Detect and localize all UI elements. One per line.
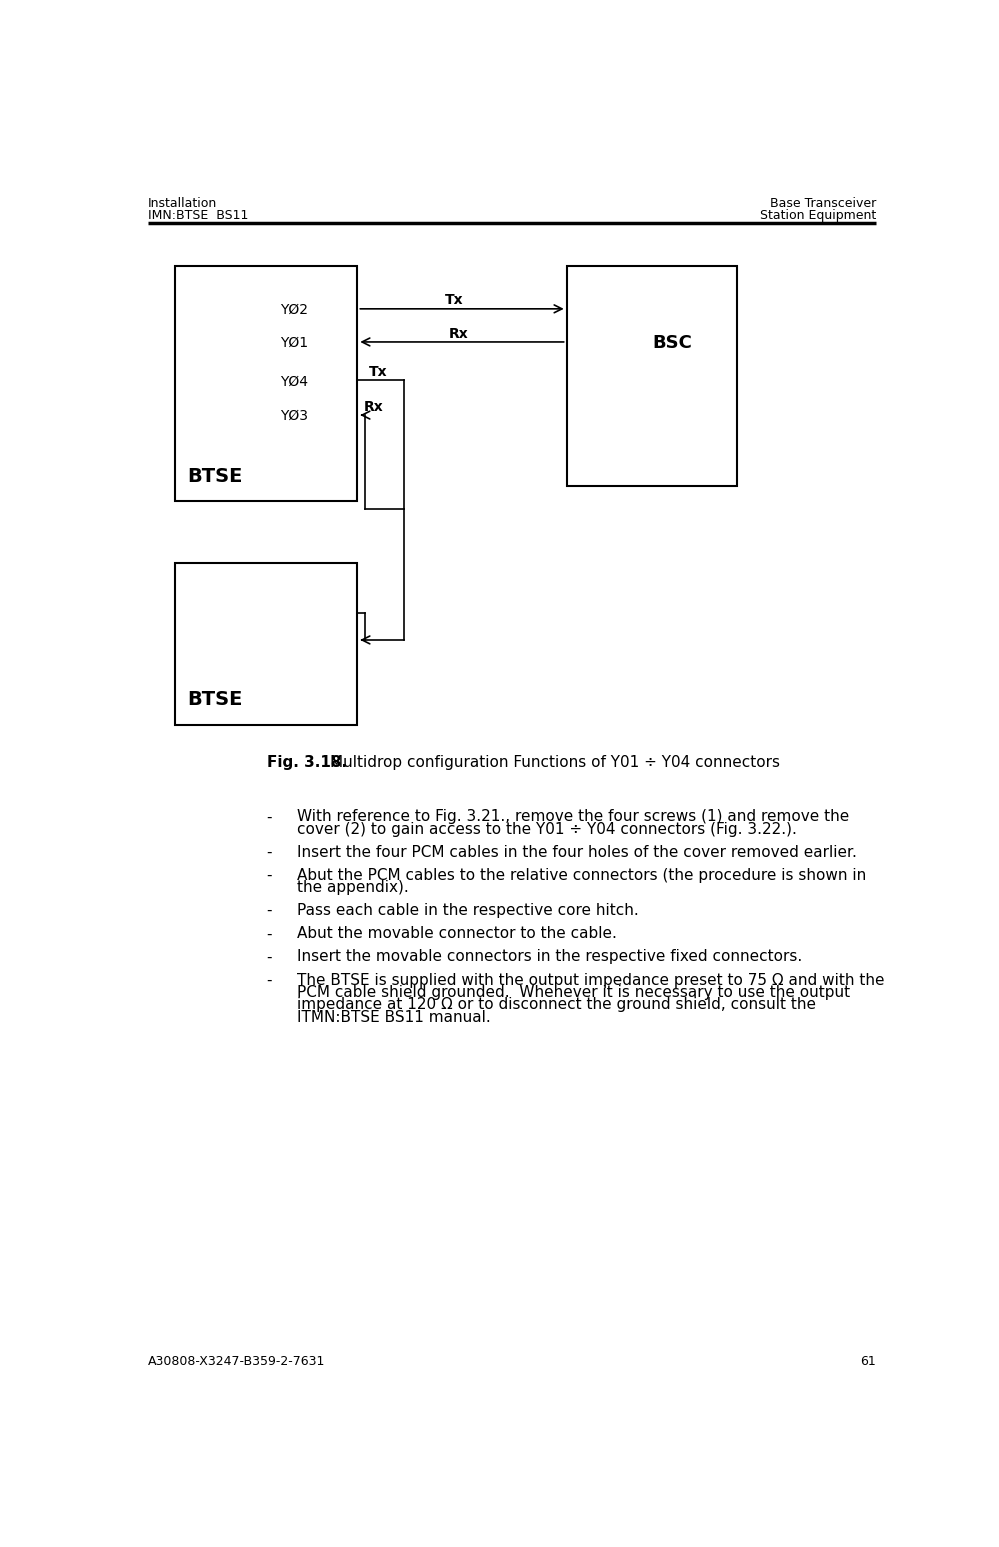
Text: The BTSE is supplied with the output impedance preset to 75 Ω and with the: The BTSE is supplied with the output imp… — [297, 973, 884, 987]
Text: impedance at 120 Ω or to disconnect the ground shield, consult the: impedance at 120 Ω or to disconnect the … — [297, 998, 816, 1012]
Text: Fig. 3.18.: Fig. 3.18. — [267, 755, 347, 770]
Text: YØ3: YØ3 — [280, 408, 308, 422]
Text: -: - — [267, 973, 272, 987]
Text: Station Equipment: Station Equipment — [759, 209, 876, 221]
Text: YØ4: YØ4 — [280, 374, 308, 388]
Text: Base Transceiver: Base Transceiver — [769, 196, 876, 210]
Text: Tx: Tx — [445, 294, 464, 308]
Text: ITMN:BTSE BS11 manual.: ITMN:BTSE BS11 manual. — [297, 1010, 491, 1024]
Text: Insert the movable connectors in the respective fixed connectors.: Insert the movable connectors in the res… — [297, 950, 802, 964]
Text: -: - — [267, 927, 272, 942]
Text: 61: 61 — [860, 1355, 876, 1368]
Text: BTSE: BTSE — [187, 467, 242, 486]
Text: With reference to Fig. 3.21., remove the four screws (1) and remove the: With reference to Fig. 3.21., remove the… — [297, 809, 849, 825]
Text: Rx: Rx — [364, 399, 384, 413]
Text: -: - — [267, 903, 272, 919]
Bar — [566, 266, 737, 486]
Text: -: - — [267, 868, 272, 883]
Text: A30808-X3247-B359-2-7631: A30808-X3247-B359-2-7631 — [148, 1355, 326, 1368]
Text: the appendix).: the appendix). — [297, 880, 409, 896]
Text: -: - — [267, 950, 272, 964]
Text: Multidrop configuration Functions of Y01 ÷ Y04 connectors: Multidrop configuration Functions of Y01… — [331, 755, 780, 770]
Text: Tx: Tx — [369, 365, 388, 379]
Text: -: - — [267, 809, 272, 825]
Text: YØ2: YØ2 — [280, 303, 308, 317]
Text: PCM cable shield grounded.  Whenever it is necessary to use the output: PCM cable shield grounded. Whenever it i… — [297, 985, 850, 999]
Text: BTSE: BTSE — [187, 690, 242, 709]
Text: cover (2) to gain access to the Y01 ÷ Y04 connectors (Fig. 3.22.).: cover (2) to gain access to the Y01 ÷ Y0… — [297, 821, 797, 837]
Text: IMN:BTSE  BS11: IMN:BTSE BS11 — [148, 209, 249, 221]
Text: -: - — [267, 845, 272, 860]
Text: Insert the four PCM cables in the four holes of the cover removed earlier.: Insert the four PCM cables in the four h… — [297, 845, 857, 860]
Text: Pass each cable in the respective core hitch.: Pass each cable in the respective core h… — [297, 903, 638, 919]
Text: BSC: BSC — [652, 334, 692, 353]
Text: Installation: Installation — [148, 196, 218, 210]
Bar — [175, 563, 358, 724]
Text: YØ1: YØ1 — [280, 336, 308, 350]
Bar — [175, 266, 358, 501]
Text: Rx: Rx — [449, 326, 468, 340]
Text: Abut the movable connector to the cable.: Abut the movable connector to the cable. — [297, 927, 616, 942]
Text: Abut the PCM cables to the relative connectors (the procedure is shown in: Abut the PCM cables to the relative conn… — [297, 868, 866, 883]
